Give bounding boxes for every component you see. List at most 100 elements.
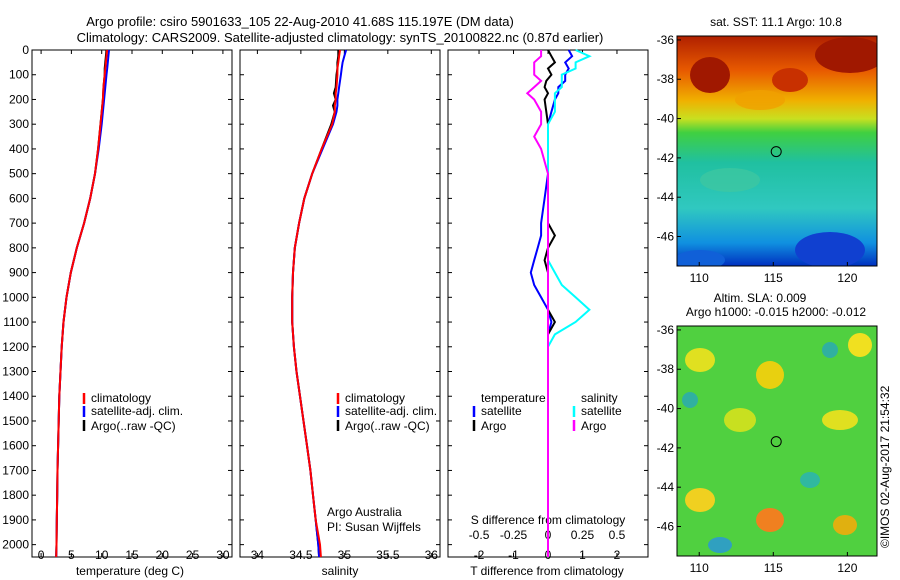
y-tick-label: -36 (657, 33, 675, 47)
y-tick-label: -42 (657, 151, 675, 165)
sla-high-patch (822, 410, 858, 430)
sla-high-patch (685, 348, 715, 372)
temperature-lines (55, 49, 110, 558)
y-tick-label: 600 (9, 191, 29, 205)
x-tick-label: 25 (186, 548, 200, 562)
y-tick-label: 1100 (3, 315, 29, 329)
legend-temperature-title: temperature (481, 391, 546, 405)
legend-temp-argo-label: Argo (481, 419, 507, 433)
sla-high-patch (833, 515, 857, 535)
x-tick-label: 35.5 (376, 548, 400, 562)
y-tick-label: 900 (9, 266, 29, 280)
series-line (55, 49, 109, 558)
legend-sal-argo-label: Argo (581, 419, 607, 433)
sst-mid-patch (735, 90, 785, 110)
temperature-xlabel: temperature (deg C) (76, 564, 184, 578)
x-tick-label: -2 (474, 548, 485, 562)
y-tick-label: 1200 (2, 340, 29, 354)
y-tick-label: 1300 (2, 365, 29, 379)
x-tick-label: 0 (38, 548, 45, 562)
sst-warm-patch (815, 37, 877, 73)
temperature-x-axis: 0 5 10 15 20 25 30 (38, 50, 230, 562)
sst-map-frame (676, 35, 878, 267)
legend-salinity-title: salinity (581, 391, 618, 405)
x-tick-label: 0.25 (571, 528, 595, 542)
difference-xlabel: T difference from climatology (470, 564, 624, 578)
temperature-axes-frame (31, 49, 233, 558)
x-tick-label: 110 (690, 271, 709, 285)
x-tick-label: 15 (125, 548, 139, 562)
y-tick-label: -36 (657, 323, 675, 337)
sst-cold-patch (677, 250, 725, 266)
sla-map-title: Altim. SLA: 0.009 (714, 291, 807, 305)
x-tick-label: 120 (837, 561, 857, 575)
y-tick-label: -38 (657, 362, 675, 376)
y-tick-label: 400 (9, 142, 29, 156)
y-tick-label: -44 (657, 480, 675, 494)
y-tick-label: -38 (657, 72, 675, 86)
credit-line1: Argo Australia (327, 505, 402, 519)
legend-climatology-label: climatology (91, 391, 151, 405)
y-tick-label: 800 (9, 241, 29, 255)
figure-title-line1: Argo profile: csiro 5901633_105 22-Aug-2… (86, 14, 514, 29)
legend-sal-satellite-label: satellite (581, 404, 622, 418)
x-tick-label: 110 (690, 561, 709, 575)
y-tick-label: -46 (657, 520, 675, 534)
sst-cool-patch (700, 168, 760, 192)
series-line (291, 49, 348, 558)
sla-map-axes: 110 115 120 -36 -38 -40 -42 -44 -46 (657, 323, 858, 575)
series-line (547, 49, 592, 557)
y-tick-label: 300 (9, 117, 29, 131)
legend-satellite-label: satellite-adj. clim. (91, 404, 183, 418)
salinity-xlabel: salinity (322, 564, 359, 578)
y-tick-label: 1900 (2, 513, 29, 527)
x-tick-label: 1 (579, 548, 586, 562)
sst-map-title: sat. SST: 11.1 Argo: 10.8 (710, 15, 842, 29)
x-tick-label: -0.5 (469, 528, 490, 542)
x-tick-label: 36 (425, 548, 439, 562)
series-line (525, 50, 549, 557)
sla-high-patch (756, 508, 784, 532)
sst-heatmap (677, 36, 877, 266)
y-tick-label: -40 (657, 402, 675, 416)
argo-location-marker (770, 146, 782, 158)
x-tick-label: 0.5 (609, 528, 626, 542)
y-tick-label: -46 (657, 230, 675, 244)
x-tick-label: 34.5 (289, 548, 313, 562)
y-tick-label: 1400 (2, 389, 29, 403)
x-tick-label: -1 (508, 548, 519, 562)
sst-map-axes: 110 115 120 -36 -38 -40 -42 -44 -46 (657, 33, 858, 285)
sla-high-patch (724, 408, 756, 432)
y-tick-label: -44 (657, 190, 675, 204)
credit-line2: PI: Susan Wijffels (327, 520, 421, 534)
x-tick-label: 30 (216, 548, 230, 562)
y-tick-label: 1800 (2, 488, 29, 502)
legend-argo-label: Argo(..raw -QC) (91, 419, 176, 433)
y-tick-label: 500 (9, 167, 29, 181)
legend-climatology-label: climatology (345, 391, 405, 405)
figure-title-line2: Climatology: CARS2009. Satellite-adjuste… (77, 30, 604, 45)
y-tick-label: 1700 (2, 463, 29, 477)
depth-axis: 0 100 200 300 400 500 600 700 800 900 1000 1100 1200… (2, 43, 648, 552)
x-tick-label: 5 (68, 548, 75, 562)
y-tick-label: 700 (9, 216, 29, 230)
legend-temp-satellite-label: satellite (481, 404, 522, 418)
series-line (291, 49, 341, 558)
y-tick-label: 100 (9, 68, 29, 82)
series-line (55, 49, 108, 558)
sla-heatmap (677, 326, 877, 556)
x-tick-label: 2 (614, 548, 621, 562)
y-tick-label: -42 (657, 441, 675, 455)
x-tick-label: 34 (251, 548, 265, 562)
sst-warm-patch (690, 57, 730, 93)
y-tick-label: 1600 (2, 439, 29, 453)
sla-high-patch (848, 333, 872, 357)
y-tick-label: -40 (657, 112, 675, 126)
legend-argo-label: Argo(..raw -QC) (345, 419, 430, 433)
x-tick-label: 35 (338, 548, 352, 562)
sst-warm-patch (772, 68, 808, 92)
sla-map-subtitle: Argo h1000: -0.015 h2000: -0.012 (686, 305, 866, 319)
salinity-legend: climatology satellite-adj. clim. Argo(..… (336, 391, 437, 433)
temperature-legend: climatology satellite-adj. clim. Argo(..… (82, 391, 183, 433)
